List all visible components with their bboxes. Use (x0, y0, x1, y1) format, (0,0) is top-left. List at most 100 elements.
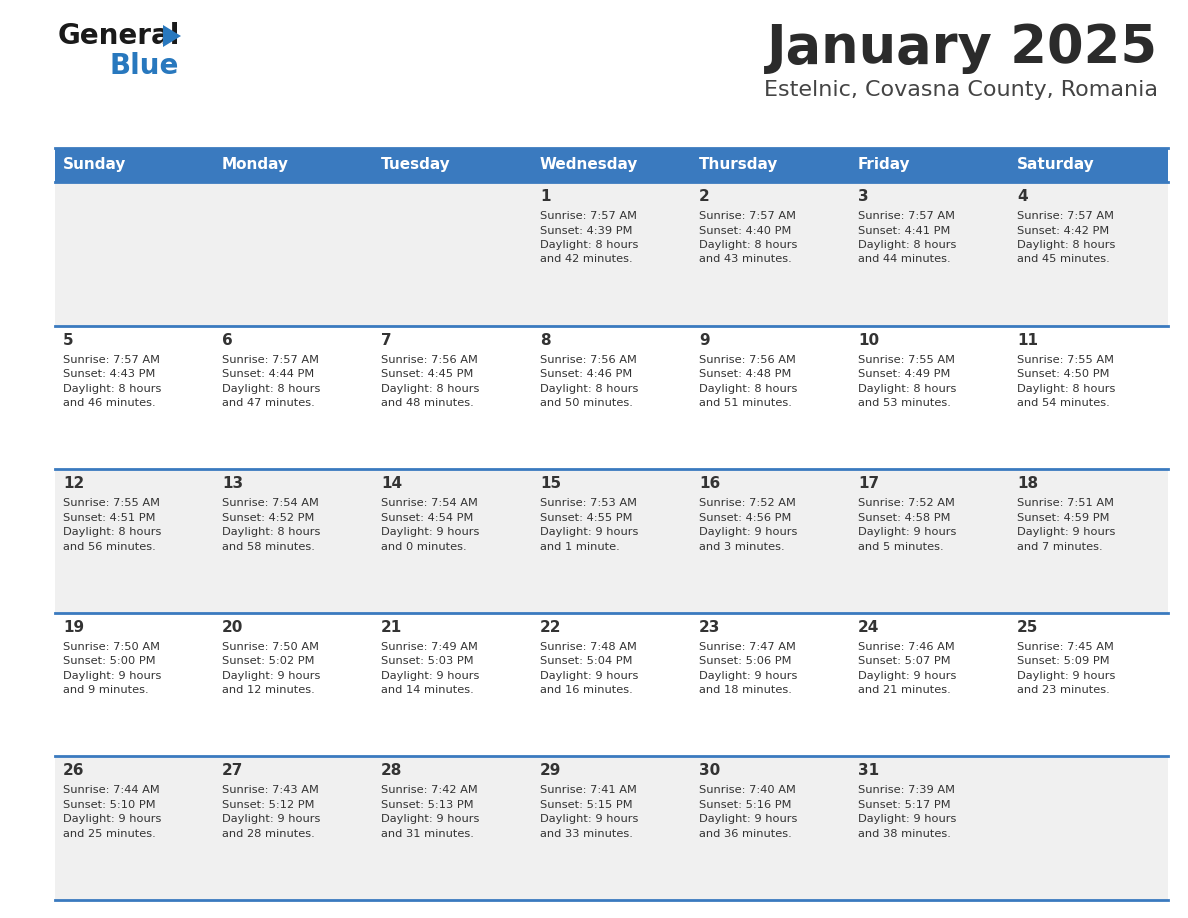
Text: 13: 13 (222, 476, 244, 491)
Text: Daylight: 9 hours: Daylight: 9 hours (381, 814, 480, 824)
Text: Daylight: 8 hours: Daylight: 8 hours (858, 240, 956, 250)
Text: Sunrise: 7:57 AM: Sunrise: 7:57 AM (222, 354, 320, 364)
Text: 29: 29 (541, 764, 562, 778)
Text: Sunrise: 7:56 AM: Sunrise: 7:56 AM (699, 354, 796, 364)
Text: Sunrise: 7:54 AM: Sunrise: 7:54 AM (222, 498, 318, 509)
Text: Sunrise: 7:57 AM: Sunrise: 7:57 AM (541, 211, 637, 221)
Text: Sunrise: 7:52 AM: Sunrise: 7:52 AM (858, 498, 955, 509)
Text: Friday: Friday (858, 158, 911, 173)
Text: and 5 minutes.: and 5 minutes. (858, 542, 943, 552)
Text: and 33 minutes.: and 33 minutes. (541, 829, 633, 839)
Text: and 14 minutes.: and 14 minutes. (381, 686, 474, 695)
Text: Sunset: 5:16 PM: Sunset: 5:16 PM (699, 800, 791, 810)
Text: and 44 minutes.: and 44 minutes. (858, 254, 950, 264)
Text: Monday: Monday (222, 158, 289, 173)
Text: 28: 28 (381, 764, 403, 778)
Text: 20: 20 (222, 620, 244, 635)
Text: Daylight: 9 hours: Daylight: 9 hours (858, 527, 956, 537)
Text: Daylight: 9 hours: Daylight: 9 hours (858, 814, 956, 824)
Text: and 18 minutes.: and 18 minutes. (699, 686, 792, 695)
Text: and 23 minutes.: and 23 minutes. (1017, 686, 1110, 695)
Text: and 56 minutes.: and 56 minutes. (63, 542, 156, 552)
Polygon shape (163, 25, 181, 47)
Text: and 54 minutes.: and 54 minutes. (1017, 398, 1110, 409)
Text: 14: 14 (381, 476, 402, 491)
Text: 10: 10 (858, 332, 879, 348)
Text: Sunset: 4:56 PM: Sunset: 4:56 PM (699, 512, 791, 522)
Text: 23: 23 (699, 620, 720, 635)
Text: and 46 minutes.: and 46 minutes. (63, 398, 156, 409)
Text: 17: 17 (858, 476, 879, 491)
Text: 9: 9 (699, 332, 709, 348)
Text: Sunset: 4:48 PM: Sunset: 4:48 PM (699, 369, 791, 379)
Text: and 21 minutes.: and 21 minutes. (858, 686, 950, 695)
Text: and 38 minutes.: and 38 minutes. (858, 829, 950, 839)
Text: 4: 4 (1017, 189, 1028, 204)
Text: Sunset: 4:58 PM: Sunset: 4:58 PM (858, 512, 950, 522)
Text: Daylight: 9 hours: Daylight: 9 hours (1017, 527, 1116, 537)
Text: Sunrise: 7:54 AM: Sunrise: 7:54 AM (381, 498, 478, 509)
Text: Sunrise: 7:41 AM: Sunrise: 7:41 AM (541, 786, 637, 795)
Text: Sunset: 4:44 PM: Sunset: 4:44 PM (222, 369, 315, 379)
Text: Daylight: 8 hours: Daylight: 8 hours (222, 384, 321, 394)
Text: Sunset: 5:03 PM: Sunset: 5:03 PM (381, 656, 474, 666)
Text: and 58 minutes.: and 58 minutes. (222, 542, 315, 552)
Text: 12: 12 (63, 476, 84, 491)
Text: Sunday: Sunday (63, 158, 126, 173)
Bar (55, 756, 1168, 900)
Bar (214, 148, 373, 182)
Text: Daylight: 9 hours: Daylight: 9 hours (381, 671, 480, 681)
Text: Daylight: 8 hours: Daylight: 8 hours (63, 384, 162, 394)
Text: Thursday: Thursday (699, 158, 778, 173)
Bar (691, 148, 849, 182)
Bar (532, 148, 691, 182)
Text: Sunset: 5:02 PM: Sunset: 5:02 PM (222, 656, 315, 666)
Text: Sunrise: 7:57 AM: Sunrise: 7:57 AM (858, 211, 955, 221)
Text: 18: 18 (1017, 476, 1038, 491)
Text: 11: 11 (1017, 332, 1038, 348)
Text: Daylight: 8 hours: Daylight: 8 hours (381, 384, 480, 394)
Text: Sunset: 4:43 PM: Sunset: 4:43 PM (63, 369, 156, 379)
Text: Sunset: 4:45 PM: Sunset: 4:45 PM (381, 369, 473, 379)
Text: 27: 27 (222, 764, 244, 778)
Text: and 43 minutes.: and 43 minutes. (699, 254, 791, 264)
Text: Blue: Blue (110, 52, 179, 80)
Text: Sunrise: 7:46 AM: Sunrise: 7:46 AM (858, 642, 955, 652)
Text: Daylight: 8 hours: Daylight: 8 hours (699, 384, 797, 394)
Text: Sunset: 5:00 PM: Sunset: 5:00 PM (63, 656, 156, 666)
Bar (373, 148, 532, 182)
Text: Sunrise: 7:53 AM: Sunrise: 7:53 AM (541, 498, 637, 509)
Text: Sunset: 4:39 PM: Sunset: 4:39 PM (541, 226, 632, 236)
Text: Daylight: 9 hours: Daylight: 9 hours (541, 814, 638, 824)
Text: Sunrise: 7:55 AM: Sunrise: 7:55 AM (63, 498, 160, 509)
Text: and 9 minutes.: and 9 minutes. (63, 686, 148, 695)
Text: 8: 8 (541, 332, 550, 348)
Text: Sunset: 5:13 PM: Sunset: 5:13 PM (381, 800, 474, 810)
Text: Daylight: 8 hours: Daylight: 8 hours (541, 240, 638, 250)
Text: 26: 26 (63, 764, 84, 778)
Text: 24: 24 (858, 620, 879, 635)
Text: and 1 minute.: and 1 minute. (541, 542, 620, 552)
Bar (55, 469, 1168, 613)
Text: and 53 minutes.: and 53 minutes. (858, 398, 950, 409)
Text: Sunrise: 7:57 AM: Sunrise: 7:57 AM (63, 354, 160, 364)
Bar (55, 182, 1168, 326)
Text: Sunset: 4:41 PM: Sunset: 4:41 PM (858, 226, 950, 236)
Text: Sunset: 4:54 PM: Sunset: 4:54 PM (381, 512, 473, 522)
Text: Sunrise: 7:56 AM: Sunrise: 7:56 AM (541, 354, 637, 364)
Text: and 25 minutes.: and 25 minutes. (63, 829, 156, 839)
Text: 21: 21 (381, 620, 403, 635)
Text: and 28 minutes.: and 28 minutes. (222, 829, 315, 839)
Text: Sunrise: 7:57 AM: Sunrise: 7:57 AM (1017, 211, 1114, 221)
Text: Sunset: 5:06 PM: Sunset: 5:06 PM (699, 656, 791, 666)
Text: Sunset: 4:50 PM: Sunset: 4:50 PM (1017, 369, 1110, 379)
Text: Sunrise: 7:39 AM: Sunrise: 7:39 AM (858, 786, 955, 795)
Text: Sunset: 4:49 PM: Sunset: 4:49 PM (858, 369, 950, 379)
Text: 6: 6 (222, 332, 233, 348)
Bar (55, 326, 1168, 469)
Text: Daylight: 9 hours: Daylight: 9 hours (1017, 671, 1116, 681)
Text: Sunrise: 7:55 AM: Sunrise: 7:55 AM (1017, 354, 1114, 364)
Text: 30: 30 (699, 764, 720, 778)
Text: Daylight: 8 hours: Daylight: 8 hours (699, 240, 797, 250)
Text: Sunrise: 7:51 AM: Sunrise: 7:51 AM (1017, 498, 1114, 509)
